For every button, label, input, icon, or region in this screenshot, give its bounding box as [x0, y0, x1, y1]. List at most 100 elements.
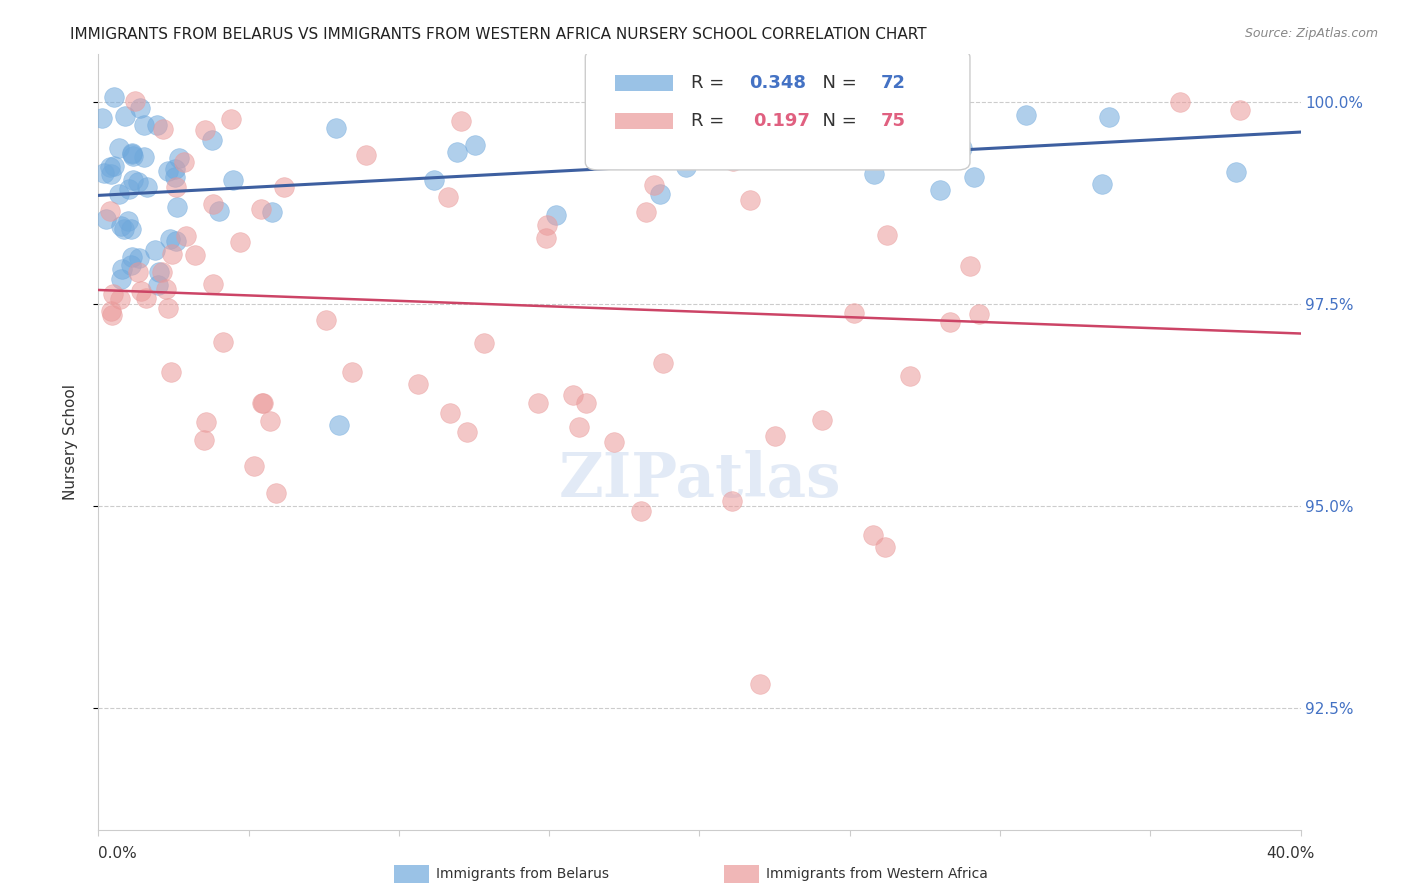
Text: R =: R = — [692, 112, 735, 130]
Point — [103, 159, 125, 173]
Point — [862, 528, 884, 542]
Text: ZIPatlas: ZIPatlas — [558, 450, 841, 510]
Point — [928, 183, 950, 197]
Point — [103, 287, 125, 301]
Text: IMMIGRANTS FROM BELARUS VS IMMIGRANTS FROM WESTERN AFRICA NURSERY SCHOOL CORRELA: IMMIGRANTS FROM BELARUS VS IMMIGRANTS FR… — [70, 27, 927, 42]
Point — [437, 190, 460, 204]
Point — [114, 109, 136, 123]
Point — [148, 277, 170, 292]
Point — [127, 175, 149, 189]
Point — [450, 114, 472, 128]
Point — [967, 307, 990, 321]
Point — [193, 434, 215, 448]
Point — [534, 231, 557, 245]
Point — [260, 205, 283, 219]
Point — [146, 118, 169, 132]
Point — [439, 406, 461, 420]
Point — [544, 208, 567, 222]
Point — [98, 203, 121, 218]
Point — [325, 120, 347, 135]
Point — [148, 265, 170, 279]
Point — [763, 429, 786, 443]
Point — [1015, 108, 1038, 122]
Point — [264, 486, 287, 500]
Point — [939, 315, 962, 329]
Point — [568, 420, 591, 434]
Point — [128, 252, 150, 266]
Point — [423, 172, 446, 186]
Bar — [616, 75, 673, 91]
Point — [208, 203, 231, 218]
Point — [121, 146, 143, 161]
Point — [472, 335, 495, 350]
Point — [652, 356, 675, 370]
Point — [108, 140, 131, 154]
Point — [630, 504, 652, 518]
Point — [211, 335, 233, 350]
Point — [527, 396, 550, 410]
Point — [159, 365, 181, 379]
Point — [876, 227, 898, 242]
Point — [328, 418, 350, 433]
Point — [163, 162, 186, 177]
Point — [135, 291, 157, 305]
Point — [827, 140, 849, 154]
Point — [648, 187, 671, 202]
Point — [121, 258, 143, 272]
Point — [110, 219, 132, 233]
Point — [194, 122, 217, 136]
Point — [456, 425, 478, 439]
Point — [959, 259, 981, 273]
Point — [174, 228, 197, 243]
Text: 40.0%: 40.0% — [1267, 847, 1315, 861]
Point — [132, 118, 155, 132]
Point — [165, 180, 187, 194]
Point — [121, 146, 143, 161]
Text: 0.348: 0.348 — [749, 74, 806, 92]
Text: 0.0%: 0.0% — [98, 847, 138, 861]
Point — [252, 396, 274, 410]
Point — [155, 282, 177, 296]
Point — [790, 98, 813, 112]
Point — [107, 187, 129, 202]
Point — [243, 459, 266, 474]
Point — [173, 154, 195, 169]
Point — [167, 151, 190, 165]
Point — [446, 145, 468, 160]
Bar — [616, 113, 673, 128]
Point — [603, 434, 626, 449]
Point — [159, 232, 181, 246]
Text: 72: 72 — [882, 74, 905, 92]
Point — [111, 262, 134, 277]
Point — [464, 138, 486, 153]
Point — [250, 202, 273, 216]
Point — [201, 133, 224, 147]
Point — [952, 141, 974, 155]
Text: 0.197: 0.197 — [754, 112, 810, 130]
Point — [93, 166, 115, 180]
Point — [720, 494, 742, 508]
Point — [184, 248, 207, 262]
Point — [636, 204, 658, 219]
Point — [117, 214, 139, 228]
Point — [121, 250, 143, 264]
Point — [150, 265, 173, 279]
Point — [536, 218, 558, 232]
Text: Immigrants from Western Africa: Immigrants from Western Africa — [766, 867, 988, 881]
Point — [222, 173, 245, 187]
Point — [103, 89, 125, 103]
Point — [165, 234, 187, 248]
Point — [924, 89, 946, 103]
Point — [963, 169, 986, 184]
Point — [194, 415, 217, 429]
Point — [675, 161, 697, 175]
Point — [118, 182, 141, 196]
Point — [842, 306, 865, 320]
Point — [1225, 165, 1247, 179]
Text: Immigrants from Belarus: Immigrants from Belarus — [436, 867, 609, 881]
Point — [100, 303, 122, 318]
Point — [124, 94, 146, 108]
Point — [848, 152, 870, 166]
Point — [1091, 177, 1114, 191]
Point — [166, 200, 188, 214]
